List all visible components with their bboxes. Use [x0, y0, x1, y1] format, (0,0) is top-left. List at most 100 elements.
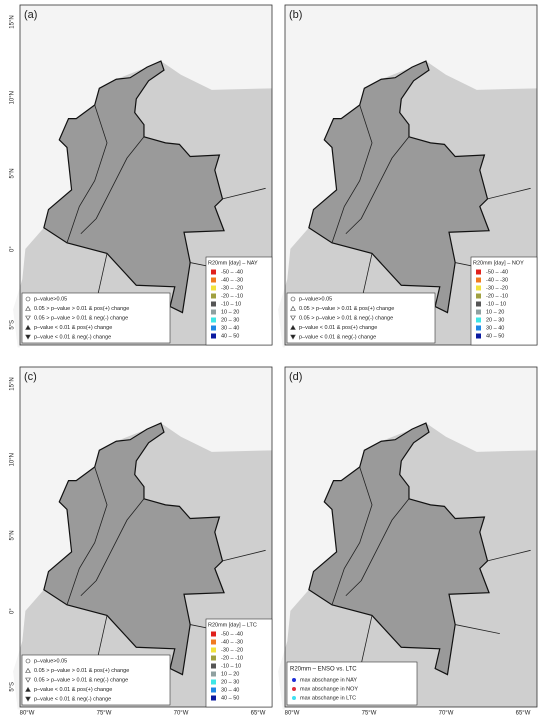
- legend-title: R20mm [day] – LTC: [208, 622, 257, 628]
- legend-label: 40 – 50: [221, 333, 239, 339]
- legend-swatch: [211, 317, 216, 323]
- colombia: [308, 422, 490, 676]
- legend-swatch: [211, 679, 216, 685]
- legend-label: -50 – -40: [221, 269, 243, 275]
- symbol-triangle: [290, 315, 296, 321]
- legend-label: -10 – 10: [221, 663, 241, 669]
- lat-tick-label: 5°N: [10, 530, 16, 540]
- legend-dot: [292, 696, 296, 700]
- legend-title: R20mm [day] – NAY: [208, 260, 258, 266]
- legend-swatch: [211, 277, 216, 283]
- symbol-triangle: [25, 334, 31, 340]
- legend-label: 10 – 20: [486, 309, 504, 315]
- symbol-triangle: [25, 686, 31, 692]
- legend-swatch: [476, 317, 481, 323]
- panel-frame: [19, 4, 273, 346]
- lat-tick-label: 10°N: [10, 91, 16, 104]
- lon-tick-label: 65°W: [251, 711, 266, 717]
- legend-label: max abschange in NAY: [300, 677, 357, 683]
- legend-label: 30 – 40: [221, 687, 239, 693]
- legend-swatch: [476, 309, 481, 315]
- legend-label: p–value < 0.01 & neg(-) change: [34, 334, 111, 340]
- legend-label: p–value < 0.01 & pos(+) change: [34, 687, 112, 693]
- panel-label: (a): [24, 9, 37, 21]
- border-line: [66, 104, 108, 243]
- lat-tick-label: 5°N: [10, 168, 16, 178]
- panel-label: (d): [289, 371, 302, 383]
- legend-swatch: [211, 695, 216, 701]
- symbol-circle: [25, 658, 31, 664]
- legend-label: -20 – -10: [221, 293, 243, 299]
- colombia: [43, 60, 225, 314]
- legend-label: 40 – 50: [221, 695, 239, 701]
- lat-tick-label: 5°S: [10, 320, 16, 330]
- lon-tick-label: 65°W: [516, 711, 531, 717]
- panel-frame: [284, 4, 538, 346]
- colombia: [43, 422, 225, 676]
- panel-label: (b): [289, 9, 302, 21]
- lon-tick-label: 80°W: [285, 711, 300, 717]
- legend-swatch: [211, 269, 216, 275]
- border-line: [66, 466, 108, 605]
- legend-swatch: [211, 631, 216, 637]
- legend-swatch: [211, 671, 216, 677]
- legend-label: 10 – 20: [221, 671, 239, 677]
- lon-tick-label: 70°W: [174, 711, 189, 717]
- legend-label: -40 – -30: [221, 277, 243, 283]
- legend-label: p–value>0.05: [34, 296, 67, 302]
- legend-label: -30 – -20: [486, 285, 508, 291]
- lat-tick-label: 0°: [10, 246, 16, 252]
- legend-box: [286, 292, 436, 344]
- legend-label: p–value < 0.01 & pos(+) change: [34, 325, 112, 331]
- legend-box: [205, 256, 273, 346]
- map-panel: (a) 15°N 10°N 5°N 0° 5°S R20mm [day] – NAY -50 …: [10, 4, 273, 348]
- legend-label: 0.05 > p–value > 0.01 & neg(-) change: [34, 315, 128, 321]
- legend-title: R20mm [day] – NOY: [473, 260, 524, 266]
- symbol-triangle: [290, 324, 296, 330]
- legend-label: 30 – 40: [486, 325, 504, 331]
- symbol-triangle: [25, 315, 31, 321]
- legend-swatch: [476, 333, 481, 339]
- legend-box: [21, 292, 171, 344]
- legend-label: -30 – -20: [221, 647, 243, 653]
- legend-label: 20 – 30: [486, 317, 504, 323]
- border-line: [80, 498, 145, 597]
- border-line: [331, 466, 373, 605]
- panel-frame: [19, 366, 273, 708]
- legend-label: p–value>0.05: [299, 296, 332, 302]
- legend-label: 0.05 > p–value > 0.01 & neg(-) change: [299, 315, 393, 321]
- sea: [13, 367, 272, 710]
- legend-label: 20 – 30: [221, 679, 239, 685]
- symbol-triangle: [290, 305, 296, 311]
- border-line: [345, 136, 410, 235]
- map-panel: (b) R20mm [day] – NOY -50 – -40 -40 – -30 -3…: [278, 4, 538, 348]
- panel-label: (c): [24, 371, 37, 383]
- legend-label: p–value>0.05: [34, 658, 67, 664]
- lat-tick-label: 0°: [10, 608, 16, 614]
- border-line: [222, 549, 266, 562]
- legend-label: 10 – 20: [221, 309, 239, 315]
- legend-swatch: [211, 309, 216, 315]
- legend-label: -30 – -20: [221, 285, 243, 291]
- sea: [13, 5, 272, 348]
- lon-tick-label: 75°W: [97, 711, 112, 717]
- lat-tick-label: 15°N: [10, 377, 16, 390]
- legend-label: max abschange in LTC: [300, 695, 356, 701]
- legend-label: -40 – -30: [486, 277, 508, 283]
- legend-label: p–value < 0.01 & neg(-) change: [34, 696, 111, 702]
- lat-tick-label: 15°N: [10, 15, 16, 28]
- symbol-triangle: [25, 696, 31, 702]
- legend-label: max abschange in NOY: [300, 686, 358, 692]
- legend-label: 20 – 30: [221, 317, 239, 323]
- legend-swatch: [476, 301, 481, 307]
- legend-label: p–value < 0.01 & pos(+) change: [299, 325, 377, 331]
- symbol-triangle: [25, 677, 31, 683]
- legend-label: 40 – 50: [486, 333, 504, 339]
- legend-label: -40 – -30: [221, 639, 243, 645]
- legend-swatch: [476, 277, 481, 283]
- legend-swatch: [211, 647, 216, 653]
- lon-tick-label: 75°W: [362, 711, 377, 717]
- lon-tick-label: 80°W: [20, 711, 35, 717]
